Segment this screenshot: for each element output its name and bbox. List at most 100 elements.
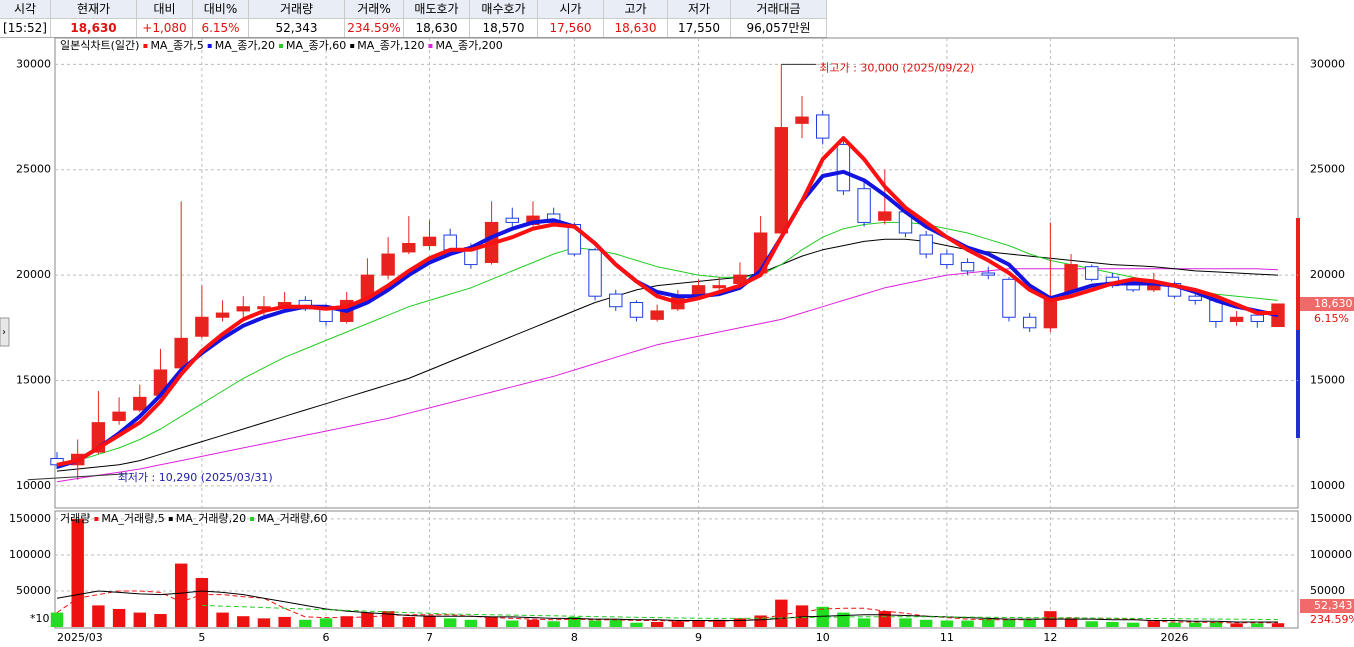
column-label: 저가 [668,0,730,19]
volume-bar [1085,621,1098,627]
quote-column: 거래% 234.59% [345,0,404,37]
candle-body [1064,264,1078,293]
y-tick-label-right: 25000 [1310,163,1345,176]
volume-bar [733,618,747,627]
volume-bar [257,618,271,627]
quote-column: 저가 17,550 [668,0,731,37]
x-tick-label: 11 [940,631,954,644]
candle-body [940,253,954,266]
quote-column: 시가 17,560 [538,0,604,37]
price-range-bar-up [1296,218,1300,330]
ma-line [56,590,1278,623]
candle-body [588,249,602,297]
column-label: 시각 [0,0,50,19]
last-volume-label: 52,343 [1314,599,1353,612]
candle-body [650,310,664,320]
volume-bar [609,619,622,627]
volume-bar [1209,621,1223,627]
x-tick-label: 2026 [1161,631,1189,644]
candle-body [1085,266,1099,280]
column-value: 18,630 [614,21,657,35]
volume-bar [133,612,146,627]
y-tick-label-right: 15000 [1310,373,1345,386]
candle-body [960,261,975,272]
volume-bar [464,619,478,627]
column-label: 매도호가 [404,0,469,19]
legend-swatch [428,44,433,48]
volume-bar [319,618,333,627]
legend-swatch [207,44,212,48]
quote-column: 현재가 18,630 [51,0,137,37]
volume-bar [713,619,726,627]
volume-bar [1023,619,1036,627]
y-tick-label: 30000 [16,57,51,70]
volume-bar [919,619,933,627]
volume-bar [299,619,312,627]
legend-swatch [168,517,173,521]
volume-bar [940,620,954,627]
volume-bar [837,612,850,627]
y-tick-label: 20000 [16,268,51,281]
candle-body [236,306,250,312]
ma-line [56,136,1278,467]
volume-bar [1251,623,1264,627]
volume-bar [423,615,436,627]
candle-body [112,411,126,422]
column-label: 거래량 [249,0,344,19]
column-label: 시가 [538,0,603,19]
ma-line [56,221,1279,466]
legend-entry: MA_종가,200 [435,39,502,52]
ma-line [56,238,1279,472]
column-label: 거래% [345,0,403,19]
column-value: [15:52] [3,21,47,35]
high-label: 최고가 : 30,000 (2025/09/22) [819,61,974,74]
y-tick-label: 10000 [16,479,51,492]
legend-entry: MA_종가,5 [150,39,203,52]
column-label: 고가 [604,0,667,19]
volume-bar [174,563,188,627]
volume-bar [50,612,64,627]
column-value: 18,630 [70,21,117,35]
candle-body [919,234,933,255]
volume-bar [506,620,519,627]
candle-body [1002,278,1016,318]
candle-body [878,211,892,221]
candle-body [1250,314,1265,322]
ma-line [201,604,1279,621]
last-volume-change-label: 234.59% [1310,613,1354,626]
volume-bar [878,611,892,627]
legend-swatch [350,44,355,48]
x-tick-label: 10 [816,631,830,644]
legend-swatch [143,44,148,48]
quote-column: 매수호가 18,570 [470,0,538,37]
column-label: 대비% [193,0,248,19]
y-tick-label-right: 50000 [1310,584,1345,597]
volume-bar [1106,621,1119,627]
volume-bar [443,618,457,627]
quote-column: 거래량 52,343 [249,0,345,37]
quote-column: 시각 [15:52] [0,0,51,37]
volume-bar [1189,622,1202,627]
candle-body [174,337,188,369]
quote-column: 대비 +1,080 [137,0,193,37]
legend-title: 일본식차트(일간) [60,38,139,52]
column-value: 96,057만원 [746,21,811,35]
volume-bar [216,612,229,627]
volume-bar [402,616,416,627]
volume-bar [340,616,353,627]
legend-swatch [94,517,99,521]
side-toggle[interactable] [0,317,10,347]
y-tick-label: 25000 [16,163,51,176]
legend-entry: MA_거래량,5 [101,512,164,525]
volume-bar [92,605,105,627]
volume-bar [899,618,912,627]
volume-bar [361,612,374,627]
x-tick-label: 9 [695,631,702,644]
legend-entry: MA_종가,120 [357,39,424,52]
volume-bar [1168,622,1181,627]
last-price-box [1300,296,1354,311]
quote-column: 매도호가 18,630 [404,0,470,37]
unit-label: *10 [30,612,50,625]
column-label: 매수호가 [470,0,537,19]
volume-bar [154,614,167,627]
